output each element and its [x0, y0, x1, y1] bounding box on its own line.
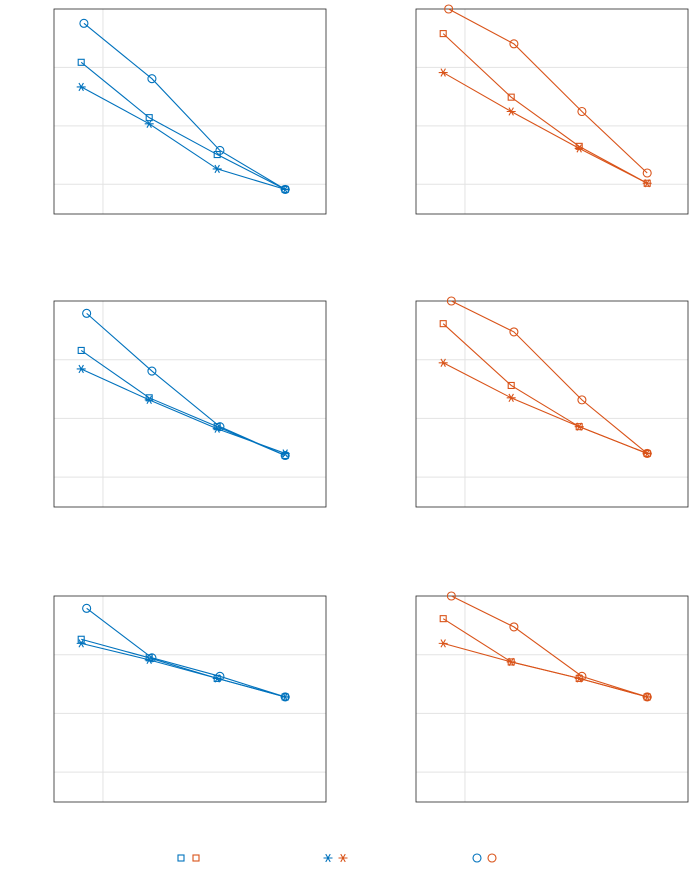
- data-point-circle: [577, 671, 587, 681]
- data-point-circle: [147, 653, 157, 663]
- data-point-asterisk: [212, 164, 222, 174]
- axes-box: [53, 300, 327, 508]
- data-point-circle: [509, 327, 519, 337]
- data-point-circle: [280, 692, 290, 702]
- series-line-circle: [448, 8, 648, 174]
- chart-panel-2: [415, 4, 689, 215]
- data-point-circle: [82, 603, 92, 613]
- data-point-circle: [280, 450, 290, 461]
- chart-panel-4: [415, 296, 689, 508]
- data-point-circle: [446, 591, 456, 601]
- legend-marker-asterisk-orange: [338, 853, 348, 863]
- data-point-asterisk: [76, 639, 86, 648]
- axes-box: [415, 300, 689, 508]
- series-line-asterisk: [81, 642, 286, 698]
- data-point-circle: [147, 74, 157, 84]
- axes-box: [53, 595, 327, 803]
- data-point-asterisk: [574, 422, 584, 431]
- data-point-square: [77, 635, 85, 643]
- chart-panel-6: [415, 591, 689, 803]
- data-point-asterisk: [144, 119, 154, 128]
- series-line-circle: [86, 312, 286, 457]
- axes-box: [415, 595, 689, 803]
- data-point-asterisk: [144, 395, 154, 405]
- data-point-asterisk: [76, 82, 86, 92]
- series-line-square: [442, 33, 648, 184]
- legend-marker-square-blue: [177, 854, 185, 862]
- data-point-asterisk: [506, 393, 516, 402]
- series-line-circle: [83, 22, 286, 190]
- series-line-asterisk: [442, 72, 648, 184]
- data-point-circle: [79, 18, 89, 28]
- plot-area: [54, 9, 326, 214]
- data-point-circle: [82, 308, 92, 318]
- data-point-circle: [642, 448, 652, 458]
- data-point-asterisk: [642, 179, 652, 188]
- plot-area: [54, 301, 326, 507]
- axes-box: [53, 8, 327, 215]
- data-point-circle: [577, 106, 587, 117]
- series-line-circle: [451, 300, 648, 454]
- plot-area: [416, 301, 688, 507]
- data-point-asterisk: [438, 358, 448, 367]
- data-point-asterisk: [438, 68, 448, 77]
- data-point-circle: [509, 39, 519, 49]
- series-line-asterisk: [442, 362, 648, 454]
- data-point-circle: [215, 422, 225, 432]
- data-point-circle: [444, 4, 454, 14]
- plot-area: [54, 596, 326, 802]
- data-point-circle: [215, 145, 225, 155]
- data-point-circle: [215, 671, 225, 681]
- data-point-circle: [642, 168, 652, 178]
- series-line-circle: [451, 595, 648, 698]
- data-point-circle: [509, 622, 519, 632]
- data-point-square: [439, 320, 447, 328]
- data-point-circle: [446, 296, 456, 306]
- chart-panel-3: [53, 300, 327, 508]
- data-point-circle: [280, 184, 290, 194]
- plot-area: [416, 9, 688, 214]
- data-point-asterisk: [76, 364, 86, 374]
- data-point-circle: [147, 366, 157, 376]
- data-point-square: [77, 346, 85, 354]
- legend-marker-circle-blue: [472, 853, 482, 863]
- legend-marker-asterisk-blue: [323, 853, 333, 863]
- data-point-asterisk: [574, 144, 584, 153]
- data-point-square: [439, 615, 447, 623]
- series-line-circle: [86, 607, 286, 698]
- data-point-asterisk: [506, 107, 516, 116]
- data-point-square: [145, 114, 153, 122]
- data-point-square: [507, 381, 515, 390]
- data-point-square: [77, 58, 85, 66]
- series-line-asterisk: [443, 642, 648, 698]
- chart-panel-1: [53, 8, 327, 215]
- chart-panel-5: [53, 595, 327, 803]
- legend: [177, 853, 497, 863]
- data-point-circle: [577, 395, 587, 405]
- data-point-square: [439, 30, 447, 38]
- data-point-asterisk: [506, 657, 516, 667]
- axes-box: [415, 8, 689, 215]
- data-point-circle: [642, 692, 652, 702]
- series-line-asterisk: [80, 86, 286, 190]
- data-point-square: [507, 93, 515, 101]
- data-point-asterisk: [438, 639, 448, 648]
- legend-marker-square-orange: [192, 854, 200, 862]
- legend-marker-circle-orange: [487, 853, 497, 863]
- series-line-square: [80, 61, 286, 190]
